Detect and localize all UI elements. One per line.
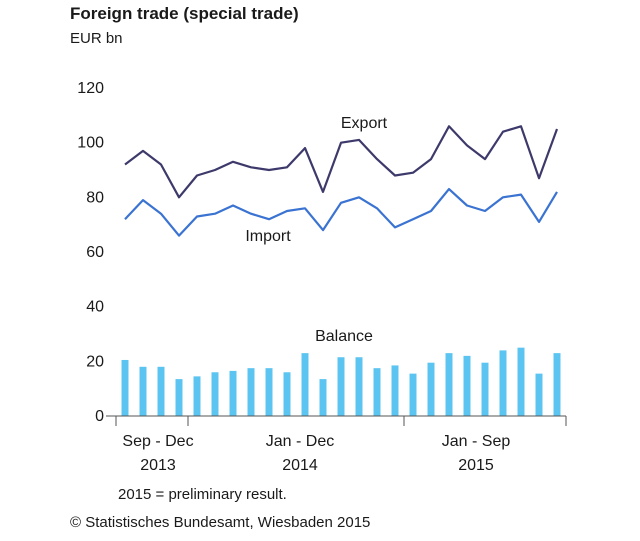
- balance-bar: [337, 357, 345, 416]
- x-period-range-label: Jan - Dec: [266, 433, 334, 450]
- series-lines: [124, 125, 559, 237]
- y-tick-label: 40: [86, 299, 104, 316]
- footnote: 2015 = preliminary result.: [118, 486, 287, 503]
- balance-bar: [175, 379, 183, 416]
- x-period-year-label: 2015: [458, 457, 494, 474]
- balance-bar: [229, 370, 237, 416]
- balance-bar: [193, 376, 201, 416]
- balance-bar: [265, 368, 273, 416]
- balance-bar: [211, 372, 219, 416]
- x-period-range-label: Sep - Dec: [122, 433, 193, 450]
- y-tick-label: 100: [77, 135, 104, 152]
- import-label: Import: [245, 228, 291, 245]
- export-label: Export: [341, 115, 388, 132]
- balance-label: Balance: [315, 328, 373, 345]
- source-credit: © Statistisches Bundesamt, Wiesbaden 201…: [70, 514, 371, 531]
- y-tick-label: 120: [77, 80, 104, 97]
- y-axis-unit: EUR bn: [70, 30, 123, 47]
- balance-bar: [157, 366, 165, 416]
- balance-bar: [445, 353, 453, 416]
- y-tick-label: 60: [86, 244, 104, 261]
- x-period-year-label: 2013: [140, 457, 176, 474]
- balance-bar: [517, 347, 525, 416]
- balance-bar: [355, 357, 363, 416]
- balance-bar: [391, 365, 399, 416]
- balance-bar: [373, 368, 381, 416]
- balance-bar: [247, 368, 255, 416]
- balance-bar: [139, 366, 147, 416]
- balance-bar: [499, 350, 507, 416]
- axis-labels: Export Import Balance 0 20 40 60 80 100 120 Sep - …: [77, 80, 510, 474]
- balance-bar: [481, 362, 489, 416]
- export-line: [124, 125, 559, 199]
- balance-bar: [283, 372, 291, 416]
- balance-bar: [409, 373, 417, 416]
- balance-bar: [427, 362, 435, 416]
- axes: [106, 415, 567, 426]
- balance-bar: [121, 359, 129, 416]
- import-line: [124, 188, 558, 237]
- y-tick-label: 80: [86, 189, 104, 206]
- balance-bar: [319, 379, 327, 416]
- y-tick-label: 20: [86, 353, 104, 370]
- x-period-range-label: Jan - Sep: [442, 433, 511, 450]
- balance-bars: [121, 347, 561, 416]
- balance-bar: [463, 355, 471, 416]
- y-tick-label: 0: [95, 408, 104, 425]
- chart-title: Foreign trade (special trade): [70, 4, 299, 23]
- x-period-year-label: 2014: [282, 457, 318, 474]
- balance-bar: [535, 373, 543, 416]
- balance-bar: [301, 353, 309, 416]
- balance-bar: [553, 353, 561, 416]
